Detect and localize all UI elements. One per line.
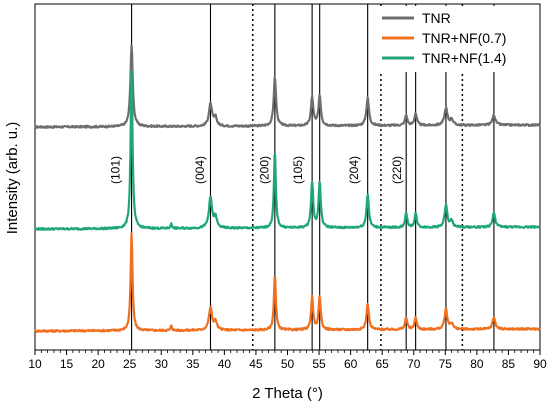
x-tick-label: 40	[218, 357, 232, 371]
peak-label: (200)	[258, 156, 272, 184]
x-tick-label: 15	[60, 357, 74, 371]
x-tick-label: 45	[249, 357, 263, 371]
series-line-3	[34, 69, 541, 231]
x-tick-label: 25	[123, 357, 137, 371]
x-tick-label: 30	[155, 357, 169, 371]
x-tick-label: 35	[186, 357, 200, 371]
legend-label: TNR+NF(1.4)	[422, 50, 506, 66]
x-tick-label: 70	[407, 357, 421, 371]
peak-labels: (101) (004) (200) (105) (204) (220)	[109, 156, 405, 184]
x-axis: 10 15 20 25 30 35 40 45 50 55 60 65 70 75 80 85 90	[28, 350, 547, 371]
x-tick-label: 50	[281, 357, 295, 371]
peak-label: (004)	[193, 156, 207, 184]
legend: TNR TNR+NF(0.7) TNR+NF(1.4)	[370, 6, 538, 72]
peak-label: (220)	[390, 156, 404, 184]
y-axis-title: Intensity (arb. u.)	[4, 122, 21, 235]
peak-label: (105)	[291, 156, 305, 184]
x-tick-label: 80	[470, 357, 484, 371]
x-tick-label: 90	[533, 357, 547, 371]
series-line-2	[33, 232, 541, 333]
x-tick-label: 55	[312, 357, 326, 371]
x-tick-label: 65	[376, 357, 390, 371]
peak-label: (204)	[347, 156, 361, 184]
peak-label: (101)	[109, 156, 123, 184]
x-tick-label: 75	[439, 357, 453, 371]
x-tick-label: 60	[344, 357, 358, 371]
legend-label: TNR	[422, 10, 451, 26]
series-line-1	[34, 44, 541, 129]
x-tick-label: 10	[28, 357, 42, 371]
x-axis-title: 2 Theta (°)	[252, 385, 323, 402]
x-tick-label: 20	[91, 357, 105, 371]
x-tick-label: 85	[502, 357, 516, 371]
legend-label: TNR+NF(0.7)	[422, 30, 506, 46]
series-layer	[33, 44, 541, 333]
